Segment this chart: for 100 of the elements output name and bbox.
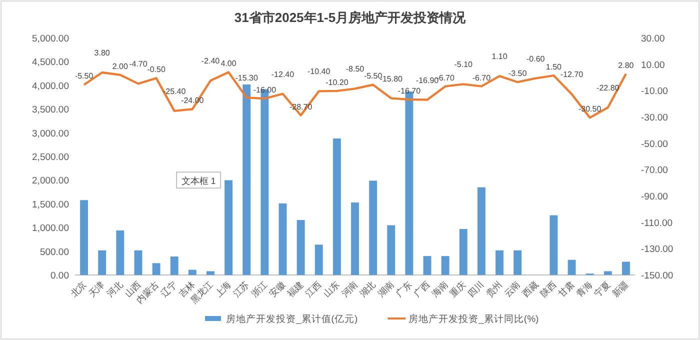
bar (242, 84, 251, 275)
bar (98, 250, 106, 275)
x-tick-label: 湖北 (358, 279, 378, 300)
bar (622, 262, 630, 275)
bar (152, 263, 160, 275)
x-tick-label: 上海 (213, 279, 233, 300)
bar (332, 138, 341, 275)
data-label: -0.60 (526, 54, 546, 64)
data-label: -6.70 (472, 73, 492, 82)
data-label: -16.00 (253, 86, 277, 95)
x-tick-label: 辽宁 (158, 279, 179, 300)
data-label: -5.50 (74, 72, 94, 81)
x-tick-label: 福建 (285, 279, 306, 300)
data-label: 2.00 (112, 62, 128, 71)
y2-tick-label: -70.00 (641, 165, 668, 176)
x-tick-label: 青海 (574, 279, 594, 300)
data-label: 4.00 (220, 59, 237, 68)
y-tick-label: 5,000.00 (32, 34, 69, 44)
annotation: 文本框 1 (181, 176, 216, 186)
y-tick-label: 4,000.00 (32, 80, 69, 92)
x-tick-label: 浙江 (249, 279, 270, 300)
y-tick-label: 2,500.00 (32, 152, 69, 163)
y-tick-label: 3,500.00 (32, 104, 69, 116)
bar (514, 250, 522, 275)
bar (224, 180, 233, 275)
data-label: -5.10 (454, 60, 474, 70)
data-label: -8.50 (346, 64, 365, 74)
legend-label: 房地产开发投资_累计值(亿元) (226, 313, 358, 325)
data-label: -16.70 (398, 86, 422, 96)
data-label: -4.70 (129, 60, 148, 69)
x-tick-label: 陕西 (538, 279, 558, 300)
x-tick-label: 北京 (68, 279, 88, 300)
data-label: -2.40 (201, 56, 220, 66)
data-label: -10.40 (308, 67, 331, 76)
x-tick-label: 贵州 (484, 279, 504, 300)
y-tick-label: 0.00 (50, 270, 69, 282)
data-label: -12.40 (271, 70, 295, 79)
bar (170, 256, 178, 275)
x-tick-label: 重庆 (448, 279, 468, 300)
y2-tick-label: 10.00 (641, 60, 665, 71)
bar (278, 203, 287, 275)
x-tick-label: 甘肃 (556, 279, 576, 300)
bar (369, 180, 378, 275)
x-tick-label: 江西 (303, 279, 324, 300)
chart-title: 31省市2025年1-5月房地产开发投资情况 (234, 10, 467, 25)
x-tick-label: 河南 (340, 279, 360, 300)
y2-tick-label: -10.00 (641, 86, 668, 98)
y2-tick-label: -30.00 (641, 112, 668, 124)
bar (134, 250, 142, 275)
bar (80, 200, 88, 275)
x-tick-label: 广西 (412, 279, 432, 300)
data-label: -15.30 (235, 74, 259, 83)
bar (188, 270, 196, 275)
y-tick-label: 1,000.00 (32, 223, 69, 234)
bar (351, 202, 359, 275)
x-tick-label: 天津 (86, 279, 107, 300)
data-label: -3.50 (508, 69, 528, 78)
y-tick-label: 2,000.00 (32, 176, 69, 187)
bar (568, 260, 576, 275)
x-tick-label: 四川 (466, 279, 486, 300)
x-tick-label: 西藏 (520, 279, 540, 300)
y-tick-label: 500.00 (40, 246, 69, 258)
y-tick-label: 1,500.00 (32, 199, 69, 210)
bar (604, 271, 612, 275)
x-tick-label: 河北 (104, 279, 125, 300)
x-tick-label: 安徽 (267, 279, 288, 300)
data-label: -0.50 (147, 65, 166, 74)
data-label: 1.10 (492, 52, 508, 62)
bar (423, 256, 432, 275)
data-label: -10.20 (326, 78, 349, 87)
y2-tick-label: -90.00 (641, 192, 668, 202)
y-tick-label: 4,500.00 (32, 57, 69, 68)
data-label: 2.80 (618, 60, 634, 70)
x-tick-label: 广东 (394, 279, 414, 300)
x-tick-label: 新疆 (610, 279, 630, 300)
y2-tick-label: -130.00 (641, 244, 674, 256)
bar (387, 225, 396, 275)
x-tick-label: 山东 (322, 279, 342, 300)
y-tick-label: 3,000.00 (32, 128, 69, 140)
x-tick-label: 云南 (502, 279, 522, 300)
x-tick-label: 海南 (430, 279, 450, 300)
bar (496, 250, 504, 275)
x-tick-label: 湖南 (376, 279, 396, 300)
y2-tick-label: -110.00 (641, 218, 673, 229)
bar (314, 244, 323, 275)
y2-tick-label: -150.00 (641, 270, 674, 282)
bar (477, 187, 486, 275)
bar (206, 271, 214, 275)
bar (296, 220, 305, 275)
bar (459, 229, 468, 275)
x-tick-label: 宁夏 (592, 279, 612, 300)
x-tick-label: 江苏 (231, 279, 252, 300)
data-label: -12.70 (560, 70, 584, 80)
legend-label: 房地产开发投资_累计同比(%) (408, 313, 539, 325)
data-label: 1.50 (546, 62, 562, 72)
y2-tick-label: -50.00 (641, 138, 668, 150)
data-label: 3.80 (94, 48, 110, 58)
bar (441, 256, 450, 275)
bar (116, 230, 124, 275)
bar (550, 215, 558, 275)
